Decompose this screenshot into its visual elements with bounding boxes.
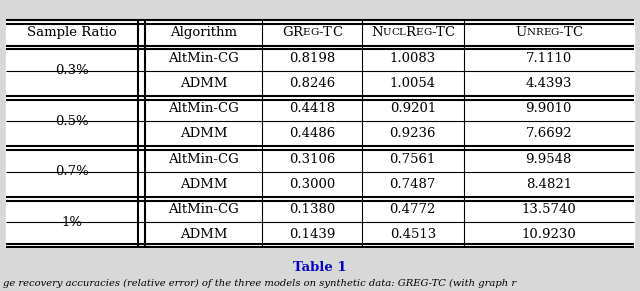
Text: ADMM: ADMM [180,77,228,90]
Text: 0.4486: 0.4486 [289,127,335,140]
Text: 0.1439: 0.1439 [289,228,335,241]
Text: 0.8198: 0.8198 [289,52,335,65]
Text: 0.9201: 0.9201 [390,102,436,115]
Text: 0.4513: 0.4513 [390,228,436,241]
Text: N: N [527,29,536,38]
Text: 8.4821: 8.4821 [525,178,572,191]
Text: G: G [423,29,431,38]
Text: C: C [445,26,455,40]
Text: ADMM: ADMM [180,127,228,140]
Text: 0.4772: 0.4772 [390,203,436,216]
Text: E: E [303,29,310,38]
Text: 0.8246: 0.8246 [289,77,335,90]
Text: AltMin-CG: AltMin-CG [168,152,239,166]
Text: U: U [383,29,391,38]
Text: ADMM: ADMM [180,178,228,191]
Text: -: - [559,26,563,40]
Text: E: E [543,29,550,38]
Text: C: C [572,26,582,40]
Text: AltMin-CG: AltMin-CG [168,52,239,65]
Text: T: T [563,26,572,40]
Text: 0.3%: 0.3% [55,64,89,77]
Text: N: N [371,26,383,40]
Text: 4.4393: 4.4393 [525,77,572,90]
Text: R: R [292,26,303,40]
Text: 0.1380: 0.1380 [289,203,335,216]
Text: 0.7561: 0.7561 [390,152,436,166]
Text: Algorithm: Algorithm [170,26,237,40]
Text: 0.3000: 0.3000 [289,178,335,191]
Text: G: G [550,29,559,38]
Text: L: L [399,29,406,38]
Text: 0.7%: 0.7% [55,165,89,178]
Text: 9.9010: 9.9010 [525,102,572,115]
Text: R: R [536,29,543,38]
Text: 0.4418: 0.4418 [289,102,335,115]
Text: AltMin-CG: AltMin-CG [168,203,239,216]
Text: AltMin-CG: AltMin-CG [168,102,239,115]
Text: 0.5%: 0.5% [55,115,89,128]
Text: 0.3106: 0.3106 [289,152,335,166]
Text: 1%: 1% [61,216,83,229]
Text: 0.7487: 0.7487 [390,178,436,191]
Text: 1.0054: 1.0054 [390,77,436,90]
Text: 7.6692: 7.6692 [525,127,572,140]
Text: R: R [406,26,415,40]
Text: T: T [323,26,332,40]
Text: -: - [319,26,323,40]
Text: G: G [282,26,292,40]
Text: U: U [515,26,527,40]
Text: Sample Ratio: Sample Ratio [27,26,117,40]
Text: 13.5740: 13.5740 [522,203,576,216]
Text: C: C [391,29,399,38]
Text: C: C [332,26,342,40]
Text: 10.9230: 10.9230 [522,228,576,241]
Text: ADMM: ADMM [180,228,228,241]
Text: G: G [310,29,319,38]
Text: Table 1: Table 1 [293,261,347,274]
Text: 7.1110: 7.1110 [525,52,572,65]
Text: ge recovery accuracies (relative error) of the three models on synthetic data: G: ge recovery accuracies (relative error) … [3,279,516,288]
Text: 9.9548: 9.9548 [525,152,572,166]
Text: E: E [415,29,423,38]
Text: -: - [431,26,436,40]
Text: 0.9236: 0.9236 [390,127,436,140]
Text: T: T [436,26,445,40]
Text: 1.0083: 1.0083 [390,52,436,65]
